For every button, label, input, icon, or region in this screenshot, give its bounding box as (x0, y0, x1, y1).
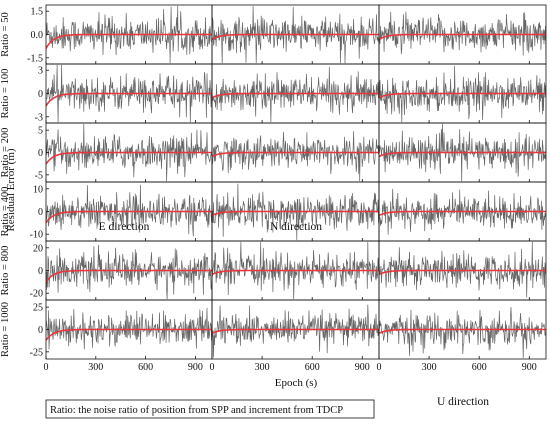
noise-series-r4-c2 (379, 241, 546, 298)
x-tick-label-c1-1: 300 (255, 362, 270, 373)
noise-series-r3-c2 (379, 188, 546, 235)
panel-r2-c2 (378, 122, 547, 183)
noise-series-r5-c1 (212, 304, 379, 358)
noise-series-r5-c2 (379, 307, 546, 359)
x-axis-label: Epoch (s) (275, 377, 318, 389)
filtered-series-r2-c0 (46, 151, 212, 165)
noise-series-r2-c2 (379, 123, 546, 182)
y-tick-label-r5-2: 25 (33, 303, 43, 314)
x-tick-label-c2-0: 0 (377, 362, 382, 373)
noise-series-r4-c0 (46, 244, 212, 300)
panel-r5-c0: 0 300 600 900 (44, 299, 213, 373)
y-tick-label-r2-0: -5 (35, 170, 43, 181)
y-tick-label-r5-1: 0 (38, 325, 43, 336)
y-tick-label-r2-1: 0 (38, 148, 43, 159)
filtered-series-r5-c1 (212, 328, 379, 335)
row-label-3: Ratio = 400 (0, 187, 11, 237)
y-tick-label-r1-1: 0 (38, 89, 43, 100)
y-axis-label: Residual Error (m) (5, 148, 17, 231)
panel-r4-c1 (211, 240, 380, 301)
note-text: Ratio: the noise ratio of position from … (50, 405, 343, 416)
panel-r2-c0 (45, 122, 213, 183)
noise-series-r3-c0 (46, 184, 212, 237)
noise-series-r4-c1 (212, 241, 379, 300)
panel-r1-c0 (45, 63, 213, 124)
x-tick-label-c0-3: 900 (188, 362, 203, 373)
figure-labels: Residual Error (m) Epoch (s) E direction… (5, 148, 489, 419)
panel-r0-c2 (378, 4, 547, 65)
panel-r5-c2: 0 300 600 900 (377, 299, 547, 373)
y-tick-label-r0-0: -1.5 (27, 53, 43, 64)
filtered-series-r2-c2 (379, 151, 546, 158)
y-tick-label-r3-0: -10 (30, 230, 43, 241)
filtered-series-r0-c2 (379, 33, 546, 41)
filtered-series-r1-c0 (46, 92, 212, 107)
filtered-series-r4-c2 (379, 269, 546, 276)
panel-r0-c1 (211, 4, 380, 65)
y-tick-label-r0-2: 1.5 (31, 7, 44, 18)
filtered-series-r0-c1 (212, 33, 379, 41)
filtered-series-r5-c2 (379, 328, 546, 335)
y-tick-label-r4-0: -20 (30, 289, 43, 300)
column-label-e: E direction (99, 221, 150, 233)
y-tick-label-r5-0: -25 (30, 347, 43, 358)
row-label-0: Ratio = 50 (0, 12, 11, 56)
noise-series-r0-c2 (379, 11, 546, 59)
filtered-series-r1-c1 (212, 92, 379, 99)
y-tick-label-r0-1: 0.0 (31, 30, 44, 41)
y-tick-label-r3-2: 10 (33, 184, 43, 195)
row-label-5: Ratio = 1000 (0, 302, 11, 357)
panel-r1-c2 (378, 63, 547, 124)
note-box (45, 399, 375, 419)
x-tick-label-c1-3: 900 (355, 362, 370, 373)
panels-grid: -1.5 0.0 1.5 Ratio = 50 -3 0 3 Ratio = 100 -5 0 5 R… (0, 4, 547, 373)
panel-r4-c0 (45, 240, 213, 301)
panel-r2-c1 (211, 122, 380, 183)
y-tick-label-r4-1: 0 (38, 266, 43, 277)
row-label-1: Ratio = 100 (0, 69, 11, 119)
panel-frame-r5-c2 (378, 299, 547, 360)
row-label-2: Ratio = 200 (0, 128, 11, 178)
y-tick-label-r4-2: 20 (33, 243, 43, 254)
noise-series-r1-c2 (379, 65, 546, 123)
x-tick-label-c1-0: 0 (210, 362, 215, 373)
panel-r3-c2 (378, 181, 547, 242)
filtered-series-r0-c0 (46, 33, 212, 49)
x-tick-label-c2-2: 600 (472, 362, 487, 373)
x-tick-label-c1-2: 600 (305, 362, 320, 373)
filtered-series-r2-c1 (212, 151, 379, 158)
panel-r4-c2 (378, 240, 547, 301)
filtered-series-r1-c2 (379, 92, 546, 99)
column-label-u: U direction (437, 396, 489, 408)
y-tick-label-r3-1: 0 (38, 207, 43, 218)
noise-series-r1-c0 (46, 64, 212, 123)
filtered-series-r5-c0 (46, 328, 212, 341)
noise-series-r0-c1 (212, 6, 379, 64)
noise-series-r5-c0 (46, 307, 212, 350)
column-label-n: N direction (270, 221, 322, 233)
panel-r0-c0 (45, 4, 213, 65)
x-tick-label-c0-0: 0 (44, 362, 49, 373)
row-label-4: Ratio = 800 (0, 246, 11, 296)
noise-series-r1-c1 (212, 66, 379, 123)
panel-r5-c1: 0 300 600 900 (210, 299, 380, 373)
y-tick-label-r1-2: 3 (38, 66, 43, 77)
y-tick-label-r2-2: 5 (38, 126, 43, 137)
filtered-series-r4-c0 (46, 269, 212, 283)
filtered-series-r3-c0 (46, 210, 212, 224)
x-tick-label-c0-2: 600 (138, 362, 153, 373)
filtered-series-r3-c2 (379, 210, 546, 217)
x-tick-label-c2-1: 300 (422, 362, 437, 373)
filtered-series-r4-c1 (212, 269, 379, 276)
x-tick-label-c2-3: 900 (522, 362, 537, 373)
y-tick-label-r1-0: -3 (35, 112, 43, 123)
x-tick-label-c0-1: 300 (88, 362, 103, 373)
filtered-series-r3-c1 (212, 210, 379, 217)
noise-series-r2-c1 (212, 131, 379, 182)
panel-r1-c1 (211, 63, 380, 124)
noise-series-r3-c1 (212, 183, 379, 241)
